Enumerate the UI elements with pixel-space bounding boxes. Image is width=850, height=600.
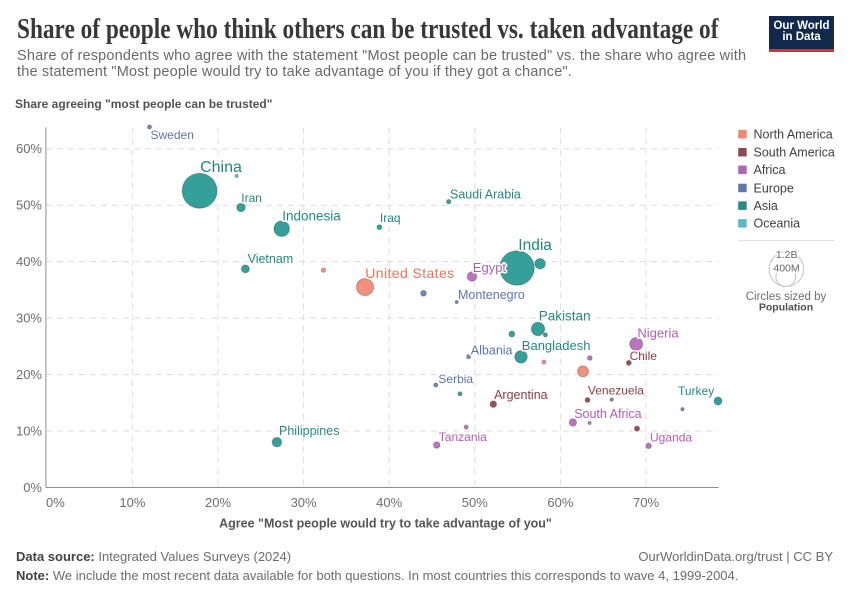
svg-text:Nigeria: Nigeria	[637, 325, 679, 340]
svg-text:Montenegro: Montenegro	[458, 288, 525, 302]
svg-text:Venezuela: Venezuela	[588, 384, 644, 398]
svg-text:Serbia: Serbia	[438, 372, 473, 386]
svg-text:70%: 70%	[633, 495, 659, 510]
svg-text:40%: 40%	[16, 254, 42, 269]
svg-text:Turkey: Turkey	[678, 384, 714, 398]
svg-text:South America: South America	[754, 146, 835, 160]
svg-text:Asia: Asia	[754, 199, 778, 213]
svg-text:Agree "Most people would try t: Agree "Most people would try to take adv…	[219, 517, 552, 531]
svg-text:40%: 40%	[376, 495, 402, 510]
svg-text:Iraq: Iraq	[380, 211, 401, 225]
svg-text:Bangladesh: Bangladesh	[522, 338, 591, 353]
svg-text:0%: 0%	[23, 480, 42, 495]
svg-text:South Africa: South Africa	[574, 407, 641, 421]
svg-text:Circles sized by: Circles sized by	[746, 291, 827, 303]
svg-text:20%: 20%	[205, 495, 231, 510]
svg-text:Oceania: Oceania	[754, 217, 801, 231]
svg-text:Philippines: Philippines	[279, 424, 339, 438]
svg-text:50%: 50%	[462, 495, 488, 510]
svg-text:Uganda: Uganda	[650, 430, 692, 444]
svg-text:Iran: Iran	[241, 191, 262, 205]
svg-text:20%: 20%	[16, 367, 42, 382]
svg-text:Egypt: Egypt	[473, 260, 507, 275]
svg-text:Population: Population	[759, 301, 813, 313]
svg-text:Tanzania: Tanzania	[439, 430, 487, 444]
svg-text:400M: 400M	[773, 263, 799, 275]
svg-text:China: China	[200, 159, 242, 176]
svg-text:United States: United States	[365, 265, 454, 281]
svg-text:60%: 60%	[547, 495, 573, 510]
svg-text:10%: 10%	[119, 495, 145, 510]
svg-text:50%: 50%	[16, 198, 42, 213]
svg-text:Indonesia: Indonesia	[282, 209, 341, 224]
svg-text:10%: 10%	[16, 424, 42, 439]
svg-text:Africa: Africa	[754, 163, 786, 177]
svg-text:Saudi Arabia: Saudi Arabia	[450, 188, 521, 202]
svg-text:60%: 60%	[16, 141, 42, 156]
svg-text:Argentina: Argentina	[494, 388, 548, 402]
svg-text:1.2B: 1.2B	[776, 249, 798, 261]
svg-text:Albania: Albania	[471, 343, 513, 357]
svg-text:Sweden: Sweden	[151, 128, 194, 142]
svg-text:30%: 30%	[16, 311, 42, 326]
svg-text:Vietnam: Vietnam	[248, 252, 294, 266]
svg-text:North America: North America	[754, 128, 833, 142]
svg-text:Pakistan: Pakistan	[539, 309, 591, 324]
svg-text:Europe: Europe	[754, 181, 794, 195]
svg-text:30%: 30%	[291, 495, 317, 510]
svg-text:0%: 0%	[46, 495, 65, 510]
svg-text:Chile: Chile	[630, 349, 658, 363]
svg-text:India: India	[518, 237, 552, 254]
